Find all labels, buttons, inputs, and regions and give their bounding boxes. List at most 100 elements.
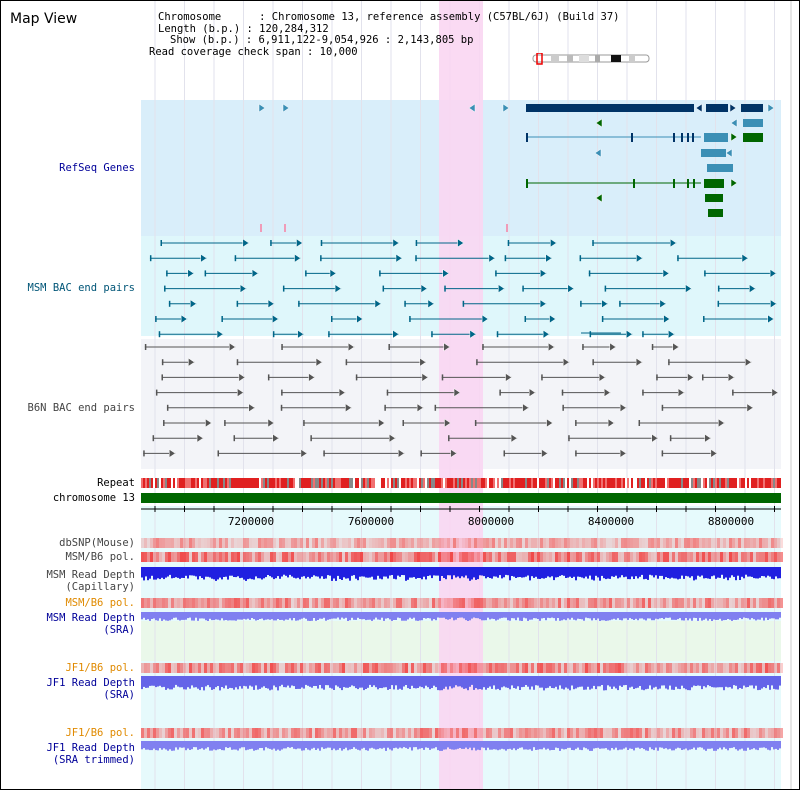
msm-depth-cap-bar [189, 567, 191, 576]
jf1-depth-trim-bar [763, 741, 765, 748]
jf1-b6-pol-trim-cell [444, 728, 447, 738]
jf1-depth-trim-bar [753, 741, 755, 749]
dbsnp-cell [165, 538, 168, 548]
jf1-b6-pol-cell [378, 663, 381, 673]
repeat-segment [313, 478, 315, 488]
msm-b6-pol-cell [441, 552, 444, 562]
msm-b6-pol-sra-cell [471, 598, 474, 608]
gene-marker [468, 103, 476, 113]
repeat-segment [375, 478, 377, 488]
msm-depth-cap-bar [257, 567, 259, 579]
jf1-depth-sra-bar [327, 676, 329, 686]
jf1-depth-trim-bar [493, 741, 495, 750]
jf1-b6-pol-cell [351, 663, 354, 673]
jf1-b6-pol-trim-cell [357, 728, 360, 738]
repeat-segment [605, 478, 607, 488]
jf1-depth-sra-bar [603, 676, 605, 691]
msm-depth-sra-bar [651, 612, 653, 621]
msm-depth-cap-bar [519, 567, 521, 577]
jf1-depth-sra-bar [565, 676, 567, 688]
dbsnp-cell [750, 538, 753, 548]
jf1-b6-pol-cell [675, 663, 678, 673]
jf1-depth-trim-bar [621, 741, 623, 750]
repeat-segment [157, 478, 159, 488]
b6n-pair-arrow [710, 448, 718, 458]
dbsnp-cell [567, 538, 570, 548]
jf1-depth-trim-bar [729, 741, 731, 749]
msm-depth-cap-bar [255, 567, 257, 577]
msm-depth-cap-bar [689, 567, 691, 578]
jf1-b6-pol-cell [768, 663, 771, 673]
dbsnp-cell [150, 538, 153, 548]
jf1-depth-trim-bar [235, 741, 237, 750]
msm-depth-sra-bar [243, 612, 245, 619]
msm-depth-sra-bar [527, 612, 529, 621]
msm-b6-pol-cell [624, 552, 627, 562]
jf1-b6-pol-trim-cell [654, 728, 657, 738]
dbsnp-cell [462, 538, 465, 548]
repeat-segment [189, 478, 191, 488]
msm-depth-cap-bar [531, 567, 533, 577]
msm-b6-pol-cell [627, 552, 630, 562]
msm-depth-sra-bar [523, 612, 525, 618]
b6n-pair-arrow [510, 433, 518, 443]
jf1-depth-trim-bar [455, 741, 457, 750]
msm-b6-pol-sra-cell [765, 598, 768, 608]
jf1-depth-sra-bar [511, 676, 513, 686]
info-length: Length (b.p.) : 120,284,312 [158, 22, 329, 35]
msm-b6-pol-sra-cell [570, 598, 573, 608]
dbsnp-cell [651, 538, 654, 548]
jf1-depth-trim-bar [371, 741, 373, 748]
b6n-pair-end [280, 404, 283, 411]
msm-depth-cap-bar [729, 567, 731, 578]
jf1-b6-pol-trim-cell [324, 728, 327, 738]
jf1-depth-sra-bar [759, 676, 761, 690]
msm-b6-pol-sra-cell [723, 598, 726, 608]
dbsnp-cell [444, 538, 447, 548]
jf1-depth-sra-bar [779, 676, 781, 686]
msm-b6-pol-sra-cell [336, 598, 339, 608]
msm-depth-sra-bar [409, 612, 411, 618]
jf1-b6-pol-cell [501, 663, 504, 673]
msm-b6-pol-sra-cell [672, 598, 675, 608]
msm-b6-pol-cell [501, 552, 504, 562]
msm-pair-end [158, 331, 161, 338]
jf1-depth-sra-bar [683, 676, 685, 689]
dbsnp-cell [627, 538, 630, 548]
repeat-segment [329, 478, 331, 488]
msm-pair-end [462, 300, 465, 307]
jf1-depth-sra-bar [381, 676, 383, 689]
chromosome-ideogram[interactable] [529, 53, 653, 65]
track-label-jf1-depth-trimmed: JF1 Read Depth (SRA trimmed) [11, 742, 135, 766]
msm-pair-arrow [395, 253, 403, 263]
jf1-b6-pol-trim-cell [660, 728, 663, 738]
msm-depth-cap-bar [539, 567, 541, 579]
jf1-depth-trim-bar [627, 741, 629, 750]
dbsnp-cell [669, 538, 672, 548]
msm-b6-pol-cell [198, 552, 201, 562]
jf1-b6-pol-cell [297, 663, 300, 673]
msm-depth-sra-bar [445, 612, 447, 620]
msm-pair-end [379, 270, 381, 277]
repeat-segment [195, 478, 197, 488]
jf1-depth-sra-bar [647, 676, 649, 689]
jf1-b6-pol-cell [219, 663, 222, 673]
jf1-depth-sra-bar [335, 676, 337, 686]
jf1-b6-pol-trim-cell [543, 728, 546, 738]
msm-depth-sra-bar [215, 612, 217, 620]
jf1-depth-sra-bar [729, 676, 731, 688]
dbsnp-cell [600, 538, 603, 548]
jf1-b6-pol-cell [177, 663, 180, 673]
msm-b6-pol-cell [630, 552, 633, 562]
jf1-depth-trim-bar [747, 741, 749, 748]
jf1-depth-trim-bar [535, 741, 537, 750]
jf1-depth-sra-bar [615, 676, 617, 689]
jf1-b6-pol-cell [525, 663, 528, 673]
label-line: JF1 Read Depth [46, 677, 135, 689]
dbsnp-cell [270, 538, 273, 548]
msm-depth-sra-bar [161, 612, 163, 621]
msm-depth-cap-bar [449, 567, 451, 576]
dbsnp-cell [495, 538, 498, 548]
msm-b6-pol-cell [459, 552, 462, 562]
msm-b6-pol-cell [522, 552, 525, 562]
